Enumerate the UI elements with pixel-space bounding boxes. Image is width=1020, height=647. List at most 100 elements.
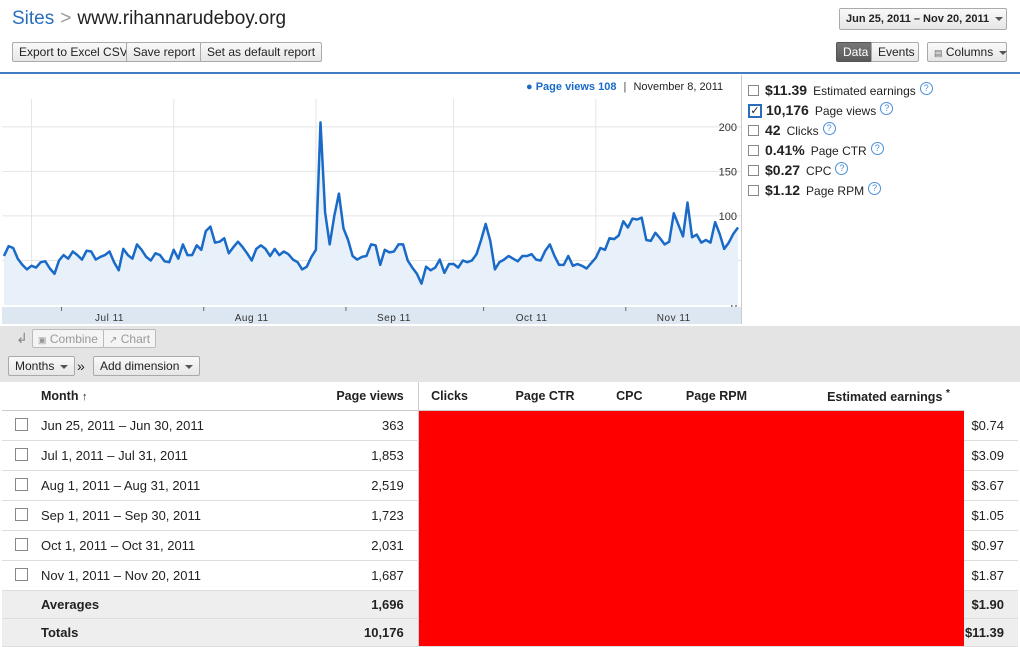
row-checkbox-cell — [2, 410, 40, 441]
row-checkbox[interactable] — [14, 477, 28, 491]
column-header-cpc[interactable]: CPC — [609, 382, 649, 411]
cell-month: Aug 1, 2011 – Aug 31, 2011 — [40, 470, 279, 501]
chevron-down-icon — [185, 364, 194, 369]
metric-value: 10,176 — [766, 102, 809, 118]
cell-month: Jun 25, 2011 – Jun 30, 2011 — [40, 410, 279, 441]
combine-icon: ▣ — [38, 335, 47, 345]
row-checkbox[interactable] — [14, 417, 28, 431]
metric-estimated-earnings[interactable]: $11.39 Estimated earnings? — [748, 80, 933, 100]
totals-page-views: 10,176 — [278, 618, 419, 647]
metric-cpc[interactable]: $0.27 CPC? — [748, 160, 933, 180]
months-dropdown[interactable]: Months — [8, 356, 76, 376]
cell-month: Sep 1, 2011 – Sep 30, 2011 — [40, 500, 279, 531]
metric-value: 0.41% — [765, 142, 805, 158]
column-header-clicks[interactable]: Clicks — [418, 382, 481, 411]
row-checkbox-cell — [2, 440, 40, 471]
metric-page-views[interactable]: ✓ 10,176 Page views? — [748, 100, 933, 120]
chart-icon: ↗ — [109, 335, 118, 346]
chart-legend: ● Page views 108 | November 8, 2011 — [526, 81, 723, 93]
metric-page-rpm[interactable]: $1.12 Page RPM? — [748, 180, 933, 200]
metrics-panel: $11.39 Estimated earnings? ✓ 10,176 Page vie… — [748, 80, 933, 200]
table-row[interactable]: Oct 1, 2011 – Oct 31, 2011 2,031 $0.97 — [2, 530, 1018, 561]
x-tick-label: Aug 11 — [235, 313, 269, 324]
earnings-header-label: Estimated earnings — [827, 390, 943, 405]
metric-clicks[interactable]: 42 Clicks? — [748, 120, 933, 140]
table-row[interactable]: Jul 1, 2011 – Jul 31, 2011 1,853 $3.09 — [2, 440, 1018, 471]
combine-button[interactable]: ▣ Combine — [32, 329, 104, 348]
column-header-page-views[interactable]: Page views — [278, 382, 419, 411]
chart-date-label: November 8, 2011 — [633, 81, 724, 93]
export-csv-button[interactable]: Export to Excel CSV — [12, 42, 135, 62]
row-checkbox[interactable] — [14, 447, 28, 461]
averages-page-views: 1,696 — [278, 590, 419, 619]
chevron-down-icon — [60, 364, 69, 369]
save-report-button[interactable]: Save report — [126, 42, 203, 62]
help-icon[interactable]: ? — [868, 182, 882, 195]
row-checkbox-cell — [2, 530, 40, 561]
cell-month: Oct 1, 2011 – Oct 31, 2011 — [40, 530, 279, 561]
double-chevron-icon: » — [77, 358, 85, 374]
metric-label: Page CTR — [810, 144, 867, 158]
breadcrumb-separator: > — [60, 8, 72, 29]
columns-button[interactable]: ▤ Columns — [927, 42, 1008, 62]
summary-spacer — [2, 590, 40, 619]
metric-checkbox[interactable] — [748, 145, 759, 157]
chevron-down-icon — [999, 50, 1008, 55]
metric-checkbox[interactable] — [748, 185, 759, 197]
series-line-page-views — [2, 121, 740, 285]
months-label: Months — [15, 359, 55, 373]
row-checkbox[interactable] — [14, 567, 28, 581]
cell-estimated-earnings: $1.87 — [963, 560, 1018, 591]
metric-value: $11.39 — [765, 82, 808, 98]
help-icon[interactable]: ? — [822, 122, 836, 135]
column-header-page-rpm[interactable]: Page RPM — [648, 382, 784, 411]
table-row[interactable]: Jun 25, 2011 – Jun 30, 2011 363 $0.74 — [2, 410, 1018, 647]
breadcrumb: Sites > www.rihannarudeboy.org — [12, 8, 286, 30]
table-toolbar: ↲ ▣ Combine ↗ Chart Months » Add dimensi… — [0, 326, 1020, 382]
data-tab-button[interactable]: Data — [836, 42, 872, 62]
column-header-page-ctr[interactable]: Page CTR — [480, 382, 610, 411]
chart-button[interactable]: ↗ Chart — [103, 329, 157, 348]
cell-estimated-earnings: $3.09 — [963, 440, 1018, 471]
legend-divider: | — [623, 81, 627, 93]
y-tick-label: 0 — [731, 300, 737, 312]
row-checkbox[interactable] — [14, 537, 28, 551]
metric-value: 42 — [765, 122, 781, 138]
x-tick-label: Nov 11 — [657, 313, 691, 324]
row-checkbox[interactable] — [14, 507, 28, 521]
table-row[interactable]: Aug 1, 2011 – Aug 31, 2011 2,519 $3.67 — [2, 470, 1018, 501]
cell-page-views: 363 — [278, 410, 419, 441]
redacted-block — [418, 410, 964, 647]
help-icon[interactable]: ? — [870, 142, 884, 155]
set-default-report-button[interactable]: Set as default report — [200, 42, 323, 62]
y-tick-label: 200 — [719, 122, 737, 134]
column-header-month[interactable]: Month ↑ — [40, 382, 279, 411]
add-dimension-label: Add dimension — [100, 359, 180, 373]
help-icon[interactable]: ? — [919, 82, 933, 95]
table-row[interactable]: Sep 1, 2011 – Sep 30, 2011 1,723 $1.05 — [2, 500, 1018, 531]
site-name: www.rihannarudeboy.org — [77, 8, 287, 29]
metric-checkbox[interactable] — [748, 125, 759, 137]
metric-checkbox[interactable] — [748, 85, 759, 97]
metric-checkbox[interactable]: ✓ — [748, 103, 762, 118]
table-row[interactable]: Nov 1, 2011 – Nov 20, 2011 1,687 $1.87 — [2, 560, 1018, 591]
cell-estimated-earnings: $0.74 — [963, 410, 1018, 441]
month-header-label: Month — [41, 389, 79, 403]
column-header-estimated-earnings[interactable]: Estimated earnings * — [783, 382, 964, 411]
date-range-picker[interactable]: Jun 25, 2011 – Nov 20, 2011 — [839, 8, 1007, 30]
x-tick-label: Jul 11 — [95, 313, 124, 324]
events-tab-button[interactable]: Events — [871, 42, 919, 62]
metric-page-ctr[interactable]: 0.41% Page CTR? — [748, 140, 933, 160]
help-icon[interactable]: ? — [880, 102, 894, 115]
metric-checkbox[interactable] — [748, 165, 759, 177]
sites-link[interactable]: Sites — [12, 8, 55, 29]
report-table: Month ↑ Page views Clicks Page CTR CPC P… — [2, 382, 1018, 647]
cell-page-views: 2,519 — [278, 470, 419, 501]
cell-estimated-earnings: $3.67 — [963, 470, 1018, 501]
add-dimension-dropdown[interactable]: Add dimension — [93, 356, 201, 376]
row-checkbox-cell — [2, 560, 40, 591]
row-checkbox-cell — [2, 500, 40, 531]
help-icon[interactable]: ? — [835, 162, 849, 175]
